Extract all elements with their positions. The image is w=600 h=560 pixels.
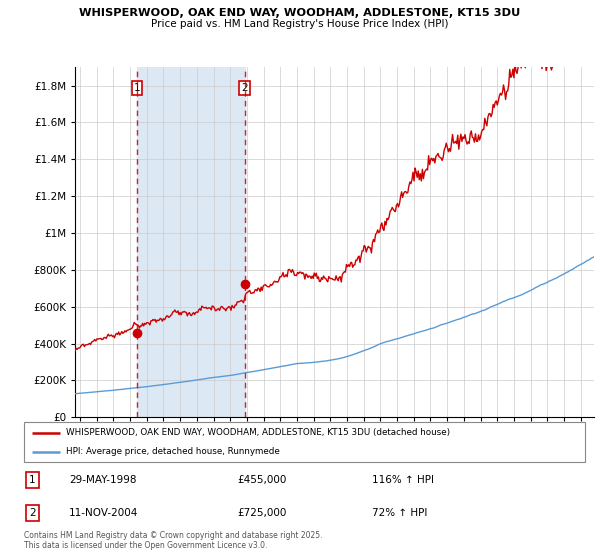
Text: Price paid vs. HM Land Registry's House Price Index (HPI): Price paid vs. HM Land Registry's House …	[151, 19, 449, 29]
Bar	[137, 67, 245, 417]
FancyBboxPatch shape	[24, 422, 585, 462]
Text: WHISPERWOOD, OAK END WAY, WOODHAM, ADDLESTONE, KT15 3DU (detached house): WHISPERWOOD, OAK END WAY, WOODHAM, ADDLE…	[66, 428, 450, 437]
Text: Contains HM Land Registry data © Crown copyright and database right 2025.
This d: Contains HM Land Registry data © Crown c…	[24, 531, 323, 550]
Text: 116% ↑ HPI: 116% ↑ HPI	[372, 475, 434, 485]
Text: 11-NOV-2004: 11-NOV-2004	[69, 508, 138, 518]
Text: 2: 2	[29, 508, 36, 518]
Text: 1: 1	[29, 475, 36, 485]
Text: 2: 2	[241, 83, 248, 93]
Text: WHISPERWOOD, OAK END WAY, WOODHAM, ADDLESTONE, KT15 3DU: WHISPERWOOD, OAK END WAY, WOODHAM, ADDLE…	[79, 8, 521, 18]
Text: 29-MAY-1998: 29-MAY-1998	[69, 475, 136, 485]
Text: £725,000: £725,000	[237, 508, 287, 518]
Text: £455,000: £455,000	[237, 475, 287, 485]
Text: 72% ↑ HPI: 72% ↑ HPI	[372, 508, 427, 518]
Text: HPI: Average price, detached house, Runnymede: HPI: Average price, detached house, Runn…	[66, 447, 280, 456]
Text: 1: 1	[134, 83, 140, 93]
